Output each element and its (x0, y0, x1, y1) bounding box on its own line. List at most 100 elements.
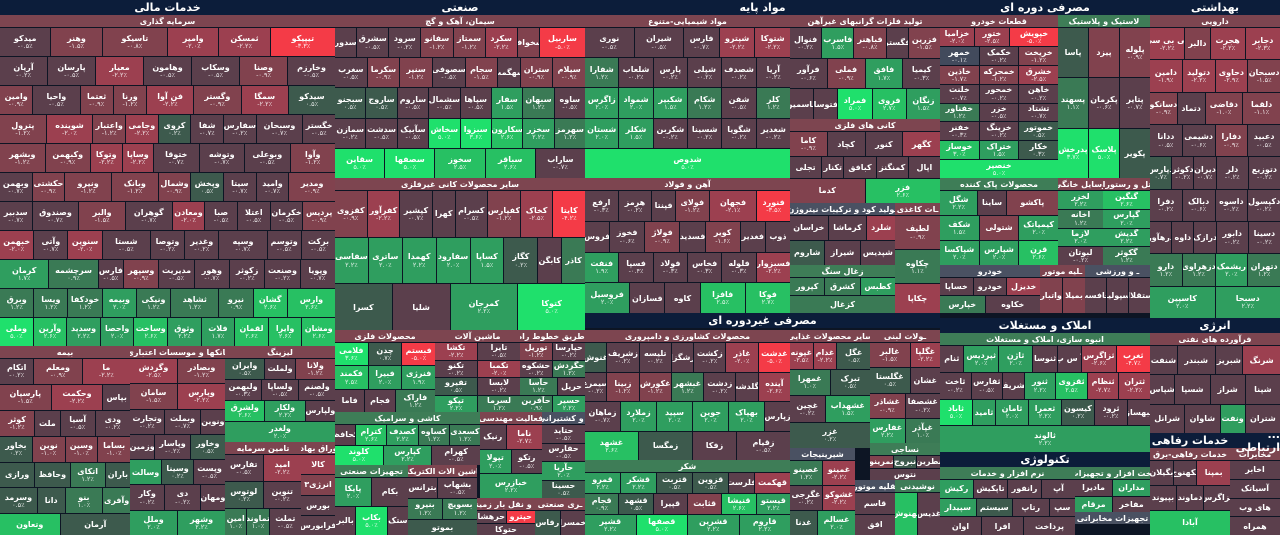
stock-tile[interactable]: کرمان ۱.۷٪ (0, 260, 49, 288)
stock-tile[interactable]: آرمان (60, 514, 130, 535)
stock-tile[interactable]: سبهان ۱.۲٪ (523, 88, 554, 118)
stock-tile[interactable]: دشیمی -۰.۶٪ (1182, 124, 1215, 157)
stock-tile[interactable]: کلر ۱.۲٪ (756, 88, 790, 118)
stock-tile[interactable]: فنورد -۳.۵٪ (757, 191, 790, 221)
stock-tile[interactable]: وبملت -۰.۷٪ (165, 409, 200, 434)
stock-tile[interactable]: واحیا -۰.۵٪ (33, 86, 80, 114)
stock-tile[interactable]: گدیش ۲.۲٪ (1103, 228, 1150, 247)
stock-tile[interactable]: دابور -۰.۲٪ (1216, 221, 1248, 254)
stock-tile[interactable]: دسبحا ۲.۲٪ (1215, 286, 1280, 318)
stock-tile[interactable]: تماوند۱.۰٪ (247, 509, 269, 535)
stock-tile[interactable]: خودکفا ۱.۲٪ (68, 289, 102, 317)
stock-tile[interactable]: فجام (365, 389, 395, 412)
stock-tile[interactable]: آسیا -۰.۵٪ (60, 410, 95, 436)
stock-tile[interactable]: وبانک -۱.۲٪ (111, 173, 158, 201)
stock-tile[interactable]: ختراک ۱.۵٪ (979, 141, 1019, 160)
stock-tile[interactable]: فسپا -۰.۴٪ (619, 252, 653, 283)
stock-tile[interactable]: وبیمه ۲.۰٪ (102, 289, 136, 317)
stock-tile[interactable]: شوینده -۲.۰٪ (46, 115, 93, 143)
stock-tile[interactable]: ثعمرا ۲.۲٪ (1029, 399, 1061, 426)
stock-tile[interactable]: پلاسک ۵.۰٪ (1089, 128, 1119, 178)
stock-tile[interactable]: کصدف ۲.۲٪ (387, 425, 418, 445)
stock-tile[interactable]: خاهن -۰.۲٪ (1019, 84, 1058, 103)
stock-tile[interactable]: ثاژن ۲.۰٪ (998, 346, 1033, 372)
stock-tile[interactable]: فوکا ۲.۷٪ (745, 283, 790, 313)
stock-tile[interactable]: غشهداب ۱.۵٪ (825, 396, 870, 422)
stock-tile[interactable]: کزغال (790, 296, 895, 313)
stock-tile[interactable]: کویر -۱.۶٪ (705, 221, 740, 252)
stock-tile[interactable]: تملت -۰.۵٪ (269, 509, 301, 535)
stock-tile[interactable]: وحافظ (35, 462, 70, 488)
stock-tile[interactable]: کفرآور -۲.۲٪ (367, 191, 400, 237)
stock-tile[interactable]: وصندوق -۰.۷٪ (32, 202, 79, 230)
stock-tile[interactable]: سخزر ۲.۲٪ (523, 118, 554, 148)
stock-tile[interactable]: مفاخر (1113, 496, 1150, 512)
stock-tile[interactable]: خگستر -۰.۵٪ (303, 115, 335, 143)
stock-tile[interactable]: هجرت -۲.۲٪ (1210, 28, 1245, 60)
stock-tile[interactable]: سشرق -۰.۵٪ (357, 28, 389, 58)
stock-tile[interactable]: فخوز -۰.۶٪ (610, 221, 645, 252)
stock-tile[interactable]: غصینو ۱.۲٪ (790, 461, 822, 485)
stock-tile[interactable]: ومهان (200, 485, 225, 510)
stock-tile[interactable]: فرابورس (301, 515, 335, 535)
stock-tile[interactable]: حشکوه -۰.۲٪ (520, 360, 552, 377)
stock-tile[interactable]: وآفری (103, 488, 130, 514)
stock-tile[interactable]: پرسپولیس (1107, 278, 1128, 313)
stock-tile[interactable]: ثشاهد ۱.۲٪ (171, 289, 219, 317)
stock-tile[interactable]: غدنا (790, 511, 817, 535)
stock-tile[interactable]: شاروم (790, 241, 825, 265)
stock-tile[interactable]: شاوان (1185, 404, 1220, 433)
stock-tile[interactable]: فولاژ -۰.۹٪ (645, 221, 680, 252)
stock-tile[interactable]: قاروم ۲.۲٪ (739, 515, 790, 535)
stock-tile[interactable]: ولصنم -۰.۵٪ (299, 380, 335, 400)
stock-tile[interactable]: فگستر (886, 28, 908, 58)
stock-tile[interactable]: افرا (982, 517, 1023, 535)
stock-tile[interactable]: فلامی ۳.۶٪ (334, 343, 368, 366)
stock-tile[interactable]: سباقر ۲.۶٪ (485, 148, 535, 178)
stock-tile[interactable]: قاسم (855, 493, 895, 514)
stock-tile[interactable]: کروی ۰.۲٪ (158, 115, 191, 143)
stock-tile[interactable]: شپلی -۰.۲٪ (688, 58, 722, 88)
stock-tile[interactable]: کفپارس -۱.۲٪ (488, 191, 520, 237)
stock-tile[interactable]: شستان ۲.۰٪ (585, 118, 619, 148)
stock-tile[interactable]: شفن -۰.۵٪ (722, 88, 756, 118)
stock-tile[interactable]: سکرما -۰.۹٪ (367, 58, 400, 88)
stock-tile[interactable]: وامید -۰.۷٪ (256, 173, 289, 201)
stock-tile[interactable]: رنیک (480, 425, 506, 449)
stock-tile[interactable]: درازک (1194, 221, 1216, 254)
stock-tile[interactable]: رکیش (940, 480, 973, 498)
stock-tile[interactable]: شغدیر -۰.۲٪ (756, 118, 790, 148)
stock-tile[interactable]: نبروج (893, 456, 917, 468)
stock-tile[interactable]: شبریز (1215, 346, 1243, 375)
stock-tile[interactable]: سیلام -۰.۹٪ (553, 58, 585, 88)
stock-tile[interactable]: بموتو (408, 519, 477, 535)
stock-tile[interactable]: رتکو -۰.۵٪ (511, 449, 542, 474)
stock-tile[interactable]: پتایر -۰.۷٪ (1120, 78, 1150, 128)
stock-tile[interactable]: دانا (37, 488, 65, 514)
stock-tile[interactable]: دپارس۰.۷٪ (1149, 157, 1172, 189)
stock-tile[interactable]: ولکار ۲.۲٪ (265, 401, 305, 421)
stock-tile[interactable]: ومعادن -۲.۰٪ (172, 202, 205, 230)
stock-tile[interactable]: رتاپ (1013, 498, 1049, 517)
stock-tile[interactable]: خودرو (973, 278, 1007, 295)
stock-tile[interactable]: سبزوا ۳.۶٪ (460, 118, 491, 148)
stock-tile[interactable]: فزرین -۱.۵٪ (908, 28, 940, 58)
stock-tile[interactable]: ومدیر -۰.۹٪ (289, 173, 335, 201)
stock-tile[interactable]: شدوص ۵.۰٪ (585, 148, 790, 178)
stock-tile[interactable]: وسکاب -۰.۵٪ (192, 57, 239, 85)
stock-tile[interactable]: افق (855, 514, 895, 535)
stock-tile[interactable]: شکلر ۱.۵٪ (619, 118, 653, 148)
stock-tile[interactable]: کقزوی -۰.۹٪ (335, 191, 367, 237)
stock-tile[interactable]: ارفع -۰.۳٪ (584, 191, 618, 221)
stock-tile[interactable]: خریخت -۱.۲٪ (1019, 46, 1058, 65)
stock-tile[interactable]: ملت (35, 410, 60, 436)
stock-tile[interactable]: دکوثر -۰.۲٪ (1172, 157, 1194, 189)
stock-tile[interactable]: نوین -۱.۰٪ (32, 436, 65, 462)
stock-tile[interactable]: وایران ۰.۵٪ (225, 359, 265, 379)
stock-tile[interactable]: غگرجی -۰.۲٪ (790, 486, 822, 510)
stock-tile[interactable]: گکوثر ۱.۲٪ (1103, 247, 1150, 265)
stock-tile[interactable]: زکوثر -۰.۲٪ (230, 260, 265, 288)
stock-tile[interactable]: ساتری ۲.۰٪ (368, 237, 402, 284)
stock-tile[interactable]: شکربن -۰.۲٪ (653, 118, 688, 148)
stock-tile[interactable]: قیستو ۲.۲٪ (756, 494, 790, 514)
